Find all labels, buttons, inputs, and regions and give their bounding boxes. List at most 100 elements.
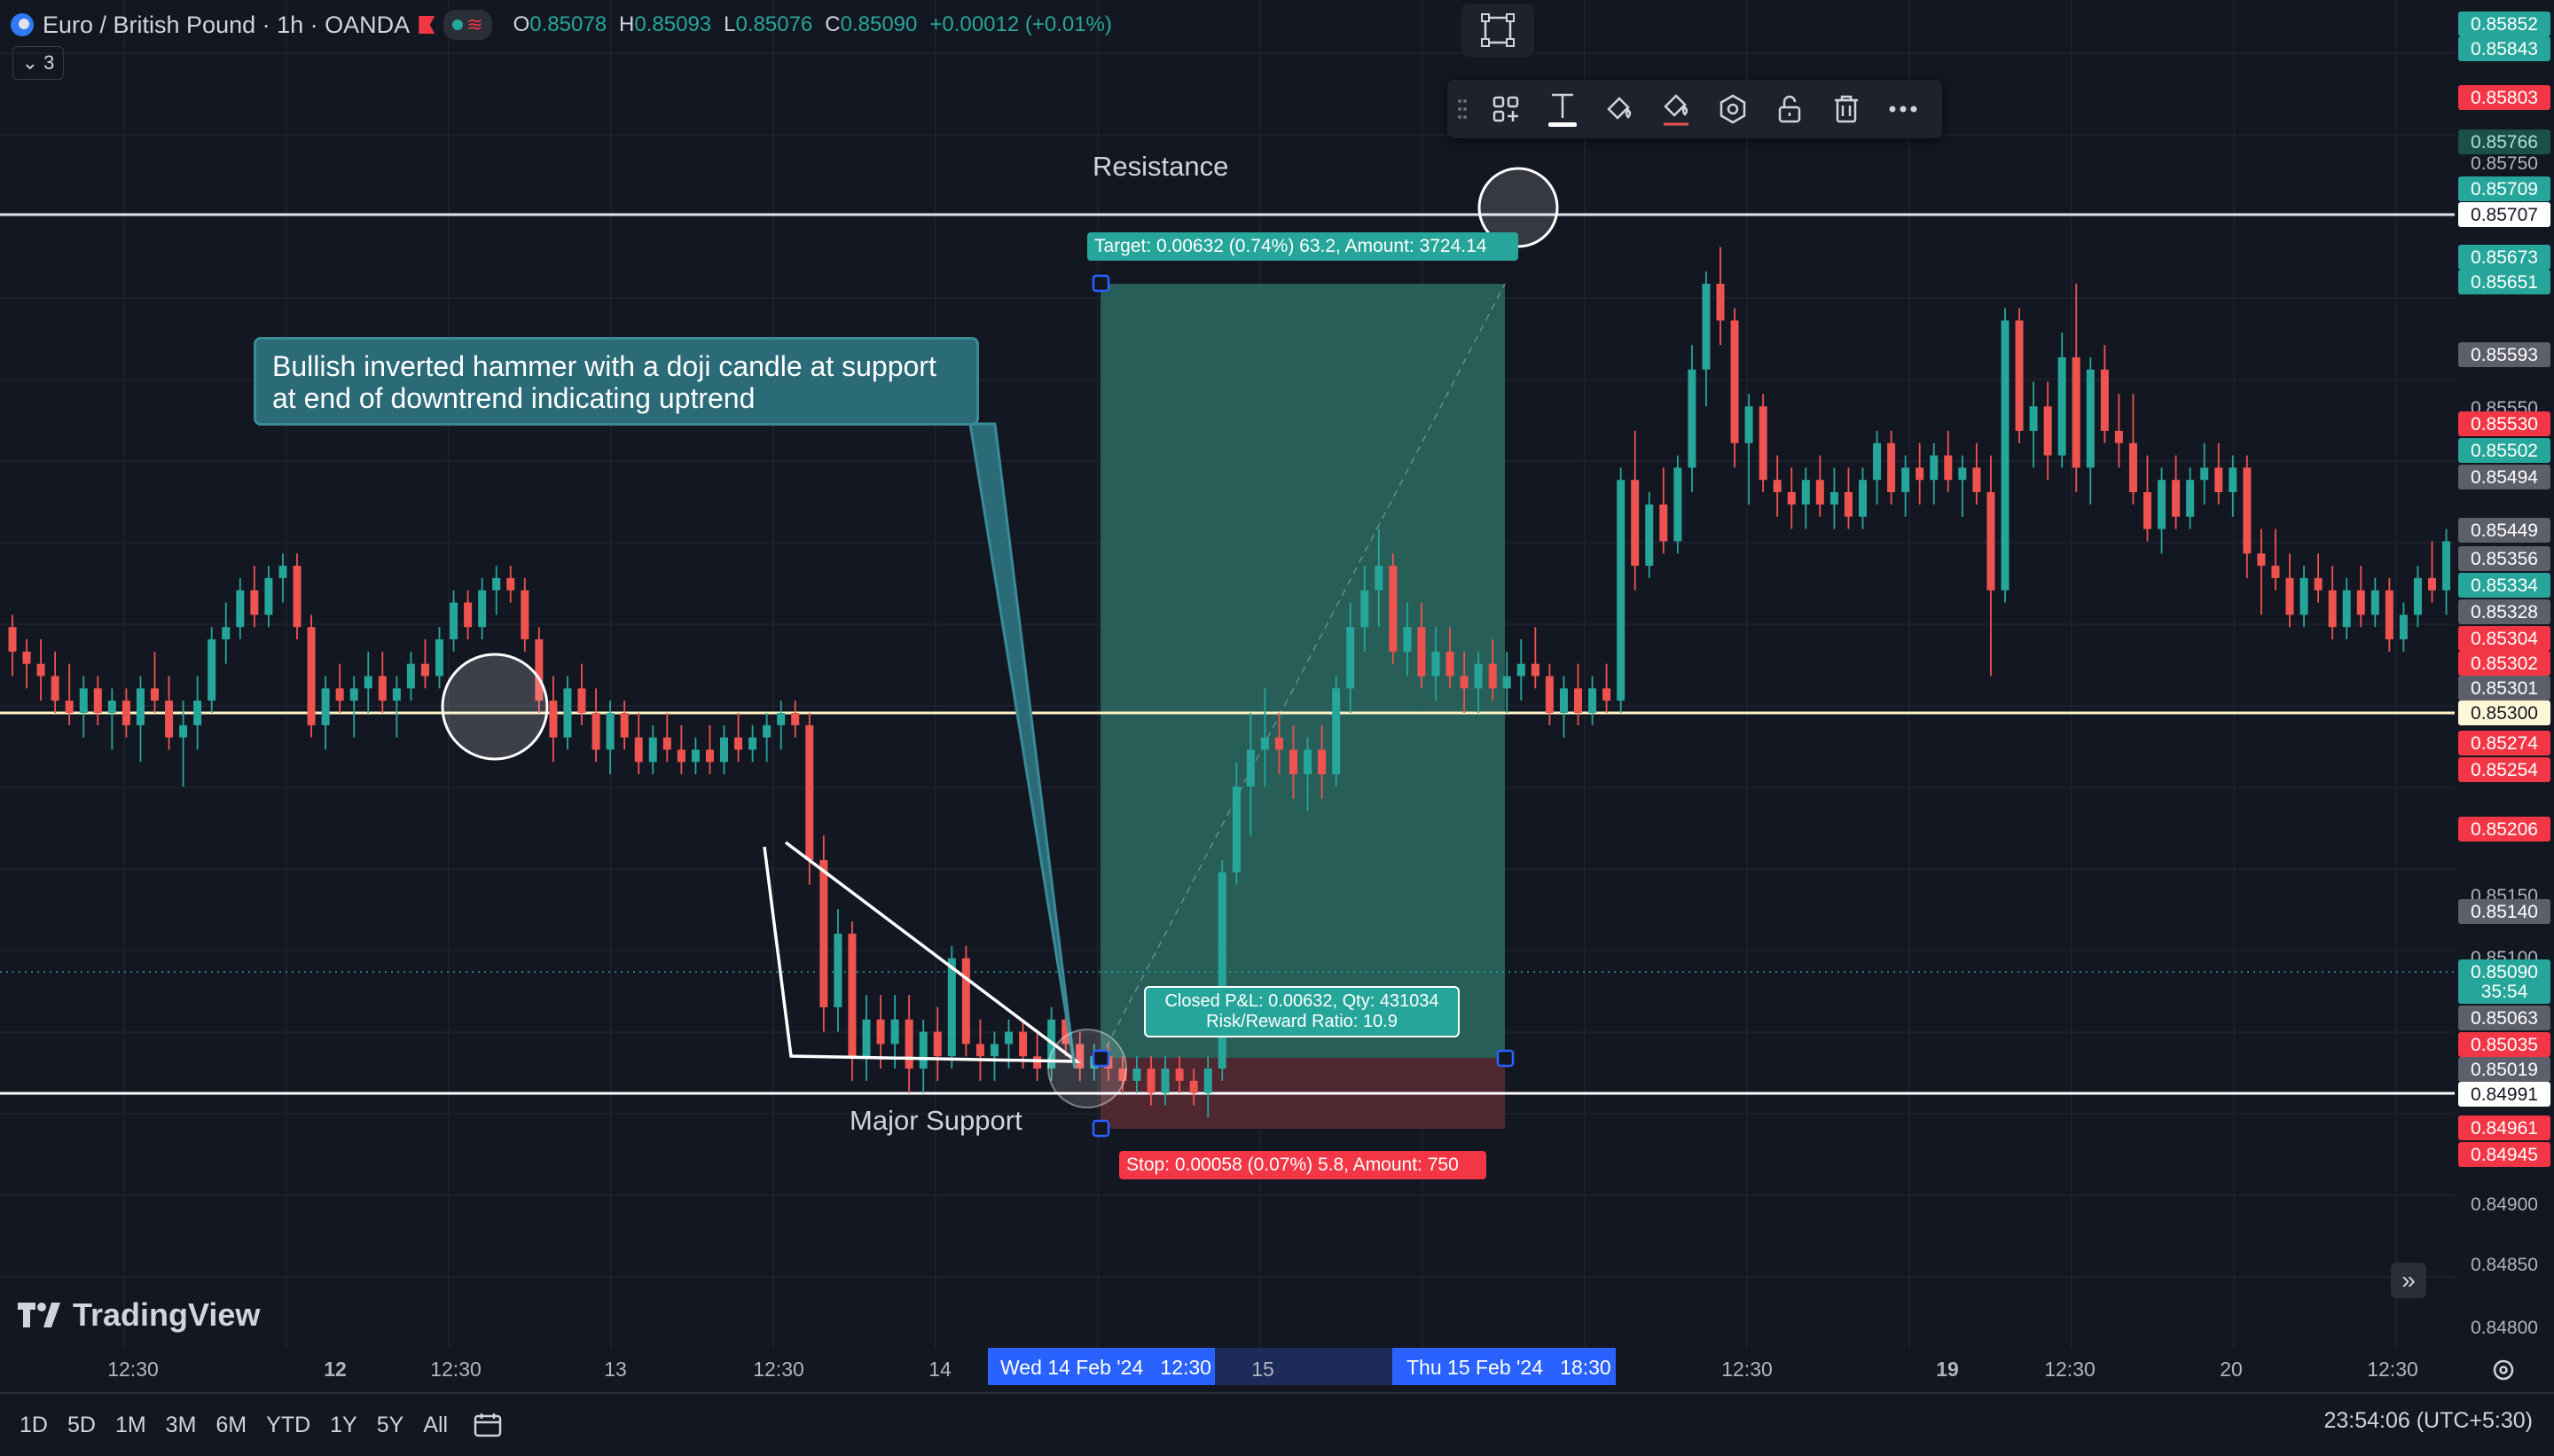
- price-label: 0.85709: [2471, 179, 2538, 200]
- candle-body: [2400, 614, 2408, 639]
- candle-body: [2371, 591, 2379, 615]
- range-1d[interactable]: 1D: [20, 1413, 48, 1438]
- candle-body: [1304, 749, 1312, 774]
- candle-body: [1901, 467, 1909, 492]
- major-support-label[interactable]: Major Support: [850, 1105, 1022, 1137]
- candle-body: [1944, 456, 1952, 481]
- handle-stop[interactable]: [1093, 1121, 1109, 1136]
- candle-body: [920, 1032, 928, 1069]
- range-5d[interactable]: 5D: [67, 1413, 96, 1438]
- price-label: 0.85593: [2471, 345, 2538, 365]
- candle-body: [1673, 467, 1681, 541]
- price-label: 0.85843: [2471, 39, 2538, 59]
- candle-body: [777, 713, 785, 725]
- candle-body: [2058, 357, 2066, 456]
- text-icon[interactable]: [1534, 80, 1591, 138]
- price-label: 0.85304: [2471, 629, 2538, 649]
- settings-hexagon-icon[interactable]: [1704, 80, 1761, 138]
- target-label[interactable]: Target: 0.00632 (0.74%) 63.2, Amount: 37…: [1087, 232, 1518, 261]
- handle-entry[interactable]: [1093, 1051, 1109, 1066]
- candle-body: [80, 688, 88, 713]
- data-delay-wave-icon: ≋: [466, 13, 482, 36]
- price-label: 0.85302: [2471, 654, 2538, 674]
- candle-body: [222, 627, 230, 639]
- range-1m[interactable]: 1M: [115, 1413, 146, 1438]
- candle-body: [1233, 787, 1241, 873]
- candle-body: [1546, 677, 1554, 713]
- pnl-label[interactable]: Closed P&L: 0.00632, Qty: 431034 Risk/Re…: [1144, 986, 1460, 1037]
- candle-body: [2428, 578, 2436, 591]
- range-6m[interactable]: 6M: [215, 1413, 247, 1438]
- stop-label[interactable]: Stop: 0.00058 (0.07%) 5.8, Amount: 750: [1119, 1151, 1486, 1179]
- candle-body: [1403, 627, 1411, 652]
- fill-color-icon[interactable]: [1591, 80, 1648, 138]
- range-all[interactable]: All: [423, 1413, 448, 1438]
- candle-body: [278, 566, 286, 578]
- symbol-legend[interactable]: Euro / British Pound · 1h · OANDA ≋ O0.8…: [11, 7, 1112, 43]
- candle-body: [1788, 492, 1796, 505]
- candle-body: [891, 1020, 899, 1045]
- market-status-pill[interactable]: ≋: [443, 10, 491, 40]
- handle-right[interactable]: [1498, 1051, 1513, 1066]
- candle-body: [1247, 749, 1255, 786]
- candle-body: [549, 701, 557, 737]
- range-3m[interactable]: 3M: [166, 1413, 197, 1438]
- candle-body: [1560, 688, 1568, 713]
- go-to-date-calendar-icon[interactable]: [473, 1412, 505, 1438]
- candle-body: [1475, 664, 1483, 689]
- ohlc-values: O0.85078 H0.85093 L0.85076 C0.85090 +0.0…: [513, 12, 1112, 37]
- highlight-circle-left[interactable]: [443, 654, 547, 759]
- candle-body: [379, 677, 387, 701]
- candle-body: [2087, 370, 2095, 468]
- select-rectangle-widget[interactable]: [1461, 4, 1534, 57]
- indicators-collapse-button[interactable]: ⌄ 3: [12, 46, 64, 80]
- trash-icon[interactable]: [1818, 80, 1875, 138]
- add-to-group-icon[interactable]: [1477, 80, 1534, 138]
- candle-body: [805, 725, 813, 860]
- pattern-callout[interactable]: Bullish inverted hammer with a doji cand…: [254, 337, 979, 426]
- bottom-toolbar[interactable]: 1D 5D 1M 3M 6M YTD 1Y 5Y All: [0, 1392, 2554, 1456]
- candle-body: [1873, 443, 1881, 480]
- time-label: 12:30: [2044, 1358, 2096, 1381]
- candle-body: [294, 566, 302, 627]
- tradingview-logo-icon: [18, 1303, 64, 1327]
- price-label: 0.85300: [2471, 703, 2538, 724]
- candle-body: [2414, 578, 2422, 614]
- candle-body: [165, 701, 173, 737]
- range-1y[interactable]: 1Y: [330, 1413, 357, 1438]
- candle-body: [2002, 320, 2010, 590]
- resistance-label[interactable]: Resistance: [1093, 151, 1228, 183]
- price-label: 0.85502: [2471, 441, 2538, 461]
- price-scale[interactable]: 0.858520.858430.858030.857660.857500.857…: [2458, 12, 2550, 1338]
- candle-body: [1132, 1069, 1140, 1081]
- candle-body: [94, 688, 102, 713]
- lock-icon[interactable]: [1761, 80, 1818, 138]
- flag-icon[interactable]: [419, 16, 435, 34]
- range-5y[interactable]: 5Y: [377, 1413, 404, 1438]
- candle-body: [1261, 738, 1269, 750]
- handle-target[interactable]: [1093, 276, 1109, 291]
- line-color-icon[interactable]: [1648, 80, 1704, 138]
- tradingview-logo[interactable]: TradingView: [18, 1296, 260, 1334]
- highlight-circle-doji[interactable]: [1048, 1029, 1126, 1108]
- time-label: 14: [928, 1358, 952, 1381]
- more-icon[interactable]: [1875, 80, 1931, 138]
- candle-body: [2300, 578, 2308, 614]
- symbol-title[interactable]: Euro / British Pound · 1h · OANDA: [43, 12, 410, 39]
- price-label: 0.85140: [2471, 902, 2538, 922]
- candle-body: [2200, 467, 2208, 480]
- price-label: 0.85254: [2471, 760, 2538, 780]
- chart-settings-gear-icon[interactable]: [2488, 1355, 2519, 1385]
- time-highlight-start: Wed 14 Feb '24 12:30: [1000, 1356, 1211, 1379]
- time-label: 12:30: [430, 1358, 482, 1381]
- scroll-to-realtime-button[interactable]: »: [2391, 1263, 2426, 1298]
- utc-clock[interactable]: 23:54:06 (UTC+5:30): [2323, 1408, 2533, 1434]
- drag-handle-icon[interactable]: [1447, 80, 1477, 138]
- drawing-toolbar[interactable]: [1447, 80, 1942, 138]
- candle-body: [450, 603, 458, 639]
- candle-body: [1532, 664, 1539, 677]
- double-chevron-right-icon: »: [2401, 1266, 2416, 1295]
- range-ytd[interactable]: YTD: [266, 1413, 310, 1438]
